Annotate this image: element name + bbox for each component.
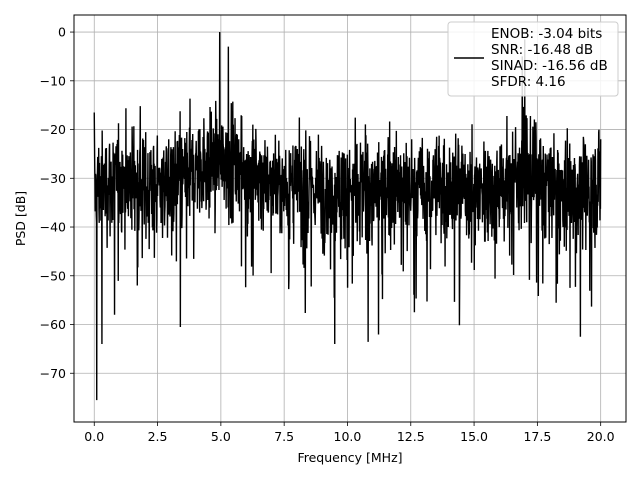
y-tick-label: −50: [40, 268, 66, 283]
y-tick-label: −60: [40, 317, 66, 332]
x-tick-label: 5.0: [211, 429, 231, 444]
y-axis-label: PSD [dB]: [13, 191, 28, 246]
y-tick-label: −10: [40, 73, 66, 88]
legend-box: [447, 21, 619, 97]
x-tick-label: 12.5: [397, 429, 425, 444]
y-axis-ticks: 0 −10 −20 −30 −40 −50 −60 −70: [40, 25, 74, 381]
legend-sinad: SINAD: -16.56 dB: [491, 58, 608, 74]
y-tick-label: 0: [58, 25, 66, 40]
plot-area: [93, 32, 602, 401]
x-tick-label: 20.0: [587, 429, 615, 444]
legend-enob: ENOB: -3.04 bits: [491, 26, 602, 42]
x-tick-label: 17.5: [523, 429, 551, 444]
legend-sfdr: SFDR: 4.16: [491, 74, 566, 90]
legend-snr: SNR: -16.48 dB: [491, 42, 593, 58]
x-tick-label: 7.5: [274, 429, 294, 444]
axes-frame: [73, 14, 627, 423]
x-axis-label: Frequency [MHz]: [297, 450, 402, 465]
psd-series-line: [93, 32, 602, 401]
x-tick-label: 2.5: [148, 429, 168, 444]
x-tick-label: 10.0: [334, 429, 362, 444]
legend: ENOB: -3.04 bits SNR: -16.48 dB SINAD: -…: [447, 21, 619, 97]
x-tick-label: 0.0: [84, 429, 104, 444]
y-tick-label: −20: [40, 122, 66, 137]
y-tick-label: −40: [40, 220, 66, 235]
x-axis-ticks: 0.0 2.5 5.0 7.5 10.0 12.5 15.0 17.5 20.0: [84, 422, 615, 444]
y-tick-label: −70: [40, 366, 66, 381]
x-tick-label: 15.0: [460, 429, 488, 444]
y-tick-label: −30: [40, 171, 66, 186]
